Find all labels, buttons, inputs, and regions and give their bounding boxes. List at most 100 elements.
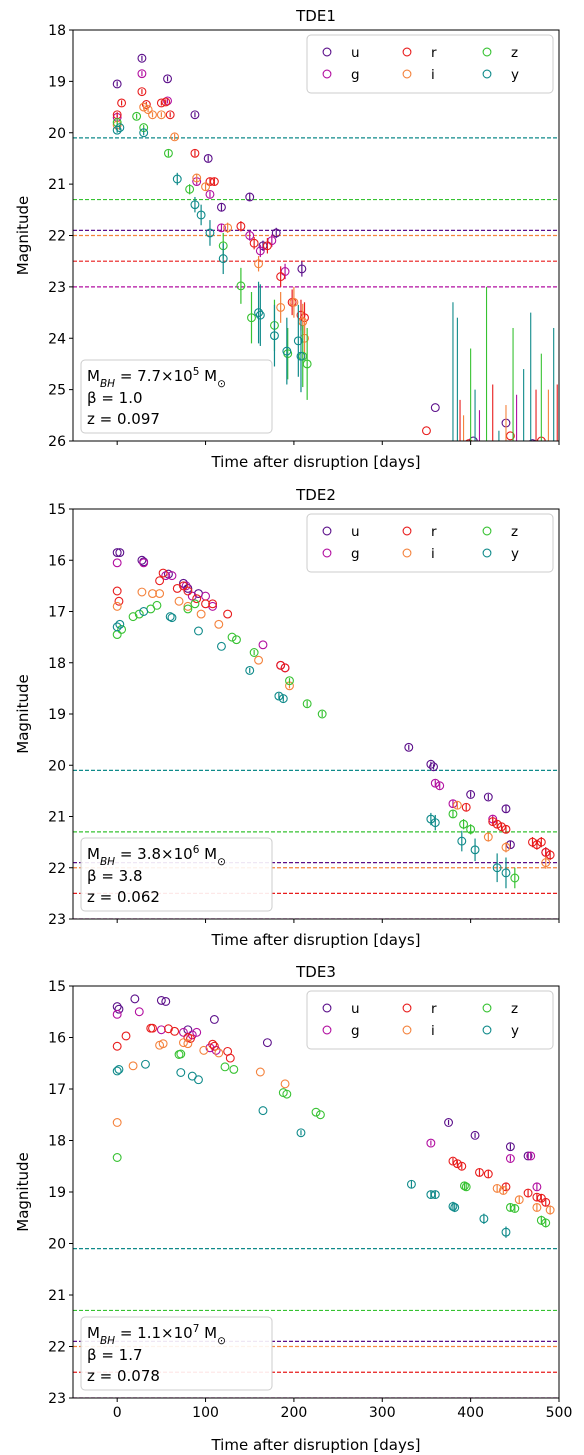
legend-label-z: z [511,1001,518,1017]
point-y [293,336,303,346]
point-z [510,1204,520,1213]
y-tick-label: 20 [48,1237,66,1253]
point-z [247,313,256,323]
point-r [280,663,290,673]
legend-label-y: y [511,67,519,83]
panel-tde3: TDE3 15 16 17 18 19 20 21 22 23 0 100 200 300 400 500 Ti… [14,963,572,1454]
info-beta: β = 1.7 [87,1346,143,1364]
point-y [217,641,226,651]
point-u [271,228,281,238]
point-y [448,1201,458,1211]
point-y [112,1066,122,1076]
point-u [114,1004,124,1014]
point-r [209,177,219,187]
point-i [192,173,202,183]
point-z [220,1062,230,1072]
point-u [523,1151,533,1161]
point-r [209,1041,219,1051]
point-z [112,630,122,640]
point-r [276,660,286,670]
info-box: MBH = 7.7×105 M⊙β = 1.0 z = 0.097 [80,359,273,434]
info-box: MBH = 1.1×107 M⊙β = 1.7 z = 0.078 [80,1316,273,1391]
point-y [501,1227,511,1237]
point-r [172,583,182,593]
point-i [501,842,511,852]
point-z [236,281,246,291]
legend-marker-g [322,548,332,558]
point-u [203,153,213,163]
point-u [444,1118,453,1127]
point-r [422,426,431,436]
point-g [163,96,172,106]
point-g [192,1027,202,1037]
data-points [112,994,555,1238]
x-tick-label: 300 [369,1405,396,1421]
point-z [152,600,162,610]
legend-label-z: z [511,524,518,540]
point-y [255,310,265,320]
point-z [311,1107,321,1117]
point-y [282,346,292,356]
point-u [112,79,122,89]
point-r [112,1041,122,1051]
point-y [450,1202,460,1212]
point-g [139,558,149,568]
legend-label-i: i [431,67,435,83]
info-beta: β = 3.8 [87,867,143,885]
point-i [492,1183,502,1193]
point-g [179,1027,188,1037]
point-y [190,200,200,210]
point-r [225,1053,235,1063]
point-g [201,591,210,601]
point-z [249,648,259,657]
info-box: MBH = 3.8×106 M⊙β = 3.8 z = 0.062 [80,837,273,912]
point-g [187,591,197,601]
point-z [459,819,469,829]
point-i [148,110,157,120]
point-g [217,223,226,233]
point-r [192,594,202,604]
y-axis-label: Magnitude [14,1152,32,1231]
y-tick-label: 17 [48,1082,66,1098]
info-mbh: MBH = 1.1×107 M⊙ [87,1323,226,1347]
point-u [426,759,436,769]
point-z [229,1064,239,1074]
y-axis-label: Magnitude [14,674,32,753]
point-y [492,863,502,873]
info-frame [80,1316,273,1391]
point-y [114,1064,124,1074]
legend-label-y: y [511,546,519,562]
y-tick-label: 16 [48,1031,66,1047]
point-g [205,189,215,199]
point-i [214,619,224,629]
point-z [460,1181,469,1191]
point-r [457,1161,467,1171]
point-r [545,850,555,860]
point-y [470,845,480,855]
legend-label-u: u [351,1001,360,1017]
legend-label-z: z [511,45,518,61]
y-tick-label: 17 [48,605,66,621]
legend-label-u: u [351,524,360,540]
point-i [532,1202,542,1212]
legend-marker-g [322,69,332,79]
y-tick-label: 21 [48,177,66,193]
point-r [165,110,175,120]
point-r [208,1039,218,1049]
legend-marker-r [402,1003,412,1013]
y-tick-label: 21 [48,1288,66,1304]
legend-label-g: g [351,1023,360,1039]
point-y [296,1128,306,1138]
info-frame [80,359,273,434]
y-tick-label: 18 [48,1134,66,1150]
point-y [115,619,125,629]
point-r [190,148,200,158]
point-i [289,297,299,307]
point-u [190,110,200,120]
point-r [236,221,246,231]
point-i [498,1186,508,1195]
legend-marker-u [322,47,332,57]
legend-label-r: r [431,524,437,540]
x-axis-label: Time after disruption [days] [210,1436,420,1454]
point-i [452,800,462,810]
